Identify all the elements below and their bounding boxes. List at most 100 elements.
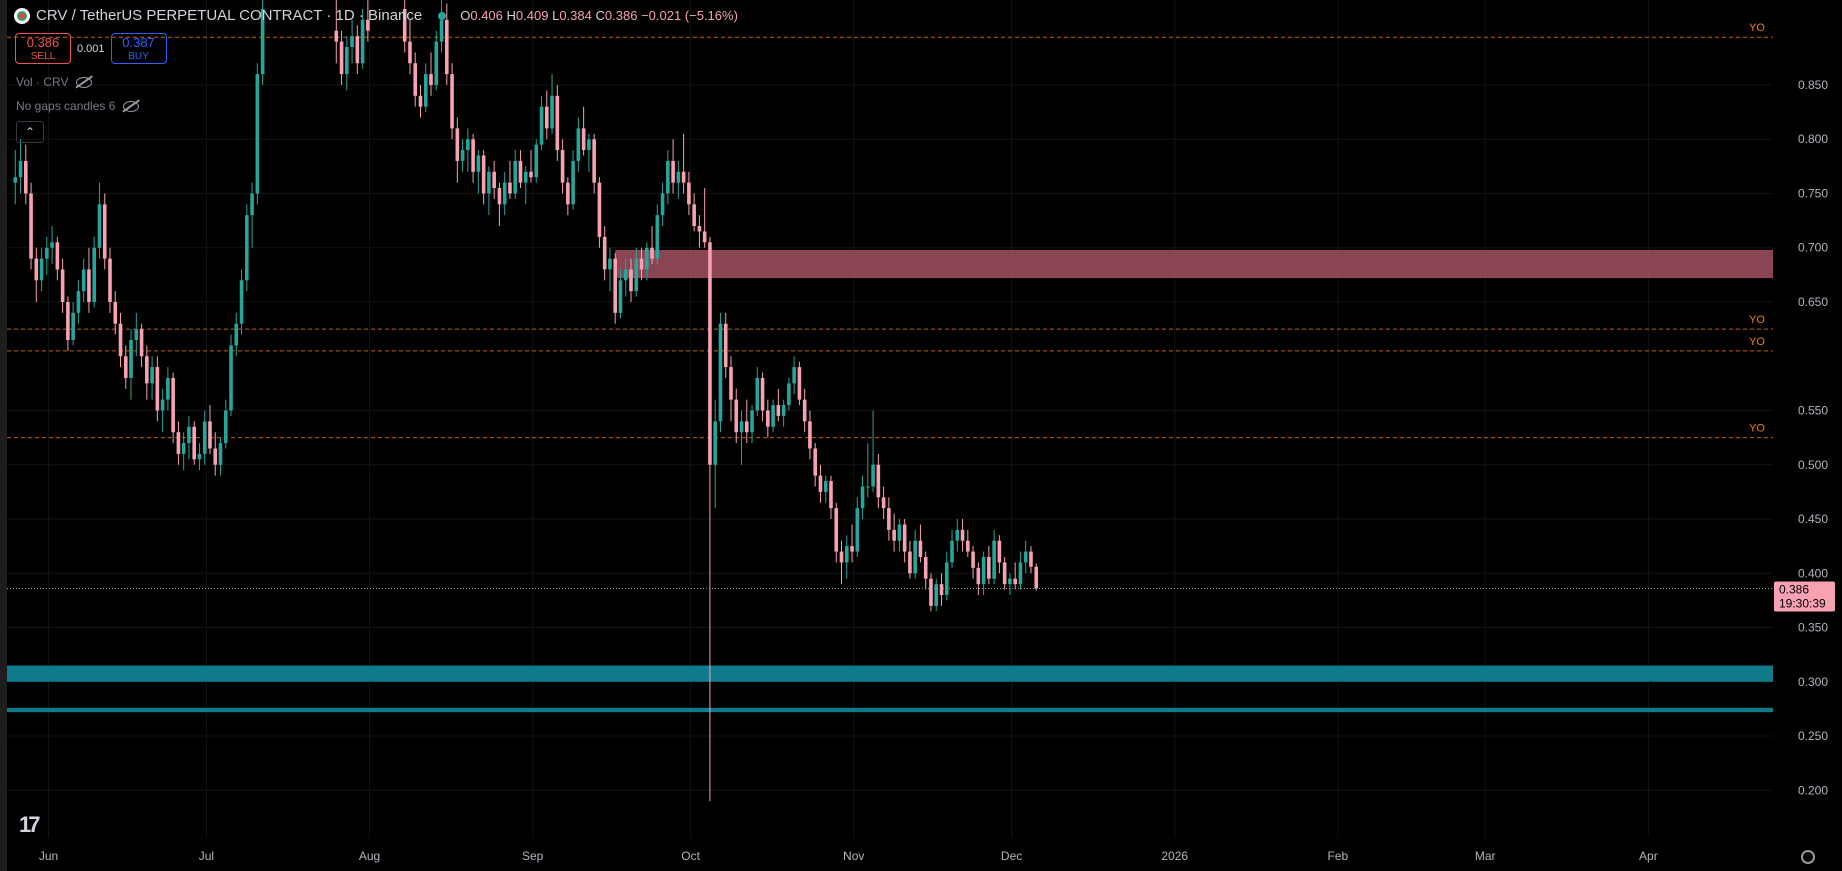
volume-legend[interactable]: Vol · CRV — [16, 75, 93, 89]
time-axis-bg — [0, 838, 1842, 871]
candle-body — [560, 150, 565, 183]
hidden-eye-icon[interactable] — [123, 100, 140, 112]
candle-body — [87, 269, 91, 302]
time-tick-label: Nov — [843, 849, 864, 863]
price-tick-label: 0.550 — [1798, 404, 1828, 418]
buy-label: BUY — [128, 51, 149, 62]
change-value: −0.021 (−5.16%) — [641, 8, 738, 23]
buy-button[interactable]: 0.387 BUY — [110, 33, 167, 64]
candle-series — [13, 0, 1039, 802]
candle-body — [55, 242, 60, 270]
candle-body — [587, 139, 591, 151]
candle-body — [1008, 578, 1012, 585]
candle-body — [950, 540, 954, 563]
candle-body — [623, 269, 628, 281]
candle-body — [60, 269, 65, 302]
price-tick-label: 0.800 — [1798, 132, 1828, 146]
candle-body — [71, 312, 75, 340]
candle-body — [960, 529, 965, 541]
price-tick-label: 0.450 — [1798, 512, 1828, 526]
candle-body — [771, 405, 775, 427]
buy-price: 0.387 — [122, 35, 155, 50]
candle-body — [697, 226, 702, 232]
candle-body — [434, 41, 439, 85]
candle-body — [902, 524, 907, 552]
candle-body — [618, 280, 623, 313]
time-tick-label: Feb — [1328, 849, 1349, 863]
candle-body — [850, 546, 854, 552]
candle-body — [734, 399, 739, 433]
candle-body — [123, 356, 128, 378]
candle-body — [150, 367, 154, 384]
candle-body — [544, 106, 549, 129]
support-zone — [7, 707, 1773, 713]
candle-body — [818, 475, 823, 492]
candle-body — [871, 464, 875, 487]
candle-body — [702, 231, 707, 243]
candle-body — [797, 367, 802, 400]
candle-body — [908, 551, 912, 574]
candle-body — [676, 171, 681, 183]
candle-body — [202, 421, 207, 454]
sell-price: 0.386 — [26, 35, 60, 50]
candle-body — [234, 323, 239, 346]
candle-body — [39, 258, 44, 281]
price-tick-label: 0.200 — [1798, 783, 1828, 797]
symbol-title[interactable]: CRV / TetherUS PERPETUAL CONTRACT · 1D ·… — [36, 7, 423, 24]
chart-header: CRV / TetherUS PERPETUAL CONTRACT · 1D ·… — [14, 7, 738, 24]
candle-body — [755, 377, 760, 411]
candle-body — [413, 63, 418, 96]
candle-body — [887, 508, 891, 530]
candle-body — [687, 182, 691, 205]
candle-body — [518, 160, 523, 183]
candle-body — [681, 171, 686, 183]
hidden-eye-icon[interactable] — [76, 76, 93, 88]
candle-body — [523, 171, 528, 183]
indicator-legend[interactable]: No gaps candles 6 — [16, 99, 140, 113]
time-tick-label: Oct — [681, 849, 700, 863]
candle-body — [92, 247, 97, 302]
gear-icon[interactable] — [1801, 850, 1815, 864]
indicator-legend-label: No gaps candles 6 — [16, 99, 116, 113]
candle-body — [66, 301, 70, 340]
candle-body — [608, 258, 612, 270]
candle-body — [1002, 562, 1007, 585]
close-value: 0.386 — [604, 8, 638, 23]
candle-body — [934, 584, 939, 606]
candle-body — [592, 139, 596, 183]
tradingview-logo[interactable]: 17 — [19, 812, 41, 837]
candle-body — [423, 74, 428, 107]
time-tick-label: Mar — [1475, 849, 1496, 863]
candle-body — [171, 377, 175, 433]
candle-body — [744, 421, 749, 433]
candle-body — [992, 540, 996, 579]
collapse-legend-button[interactable]: ⌃ — [16, 121, 44, 143]
candle-body — [860, 486, 865, 509]
time-axis: Jun Jul Aug Sep Oct Nov Dec 2026 Feb Mar Apr — [0, 838, 1842, 871]
price-tick-label: 0.650 — [1798, 295, 1828, 309]
candle-body — [439, 19, 444, 42]
candle-body — [197, 453, 202, 460]
candle-body — [776, 405, 781, 416]
candle-body — [976, 567, 981, 585]
candle-body — [139, 329, 144, 357]
candle-body — [260, 9, 265, 75]
candle-body — [808, 421, 812, 449]
sell-button[interactable]: 0.386 SELL — [15, 33, 71, 64]
candle-body — [508, 182, 512, 194]
candle-body — [576, 128, 581, 161]
candle-body — [792, 367, 796, 384]
candle-body — [97, 204, 102, 248]
chevron-up-icon: ⌃ — [24, 125, 36, 139]
candle-body — [129, 339, 133, 378]
left-toolbar-edge — [0, 0, 7, 871]
candle-body — [134, 329, 139, 340]
candle-body — [876, 464, 881, 498]
candle-body — [844, 546, 849, 563]
price-tick-label: 0.500 — [1798, 458, 1828, 472]
price-level-lines: YO0.894YO0.625YO0.605YO0.525 — [7, 22, 1815, 446]
candle-body — [750, 410, 754, 433]
time-tick-label: 2026 — [1161, 849, 1188, 863]
